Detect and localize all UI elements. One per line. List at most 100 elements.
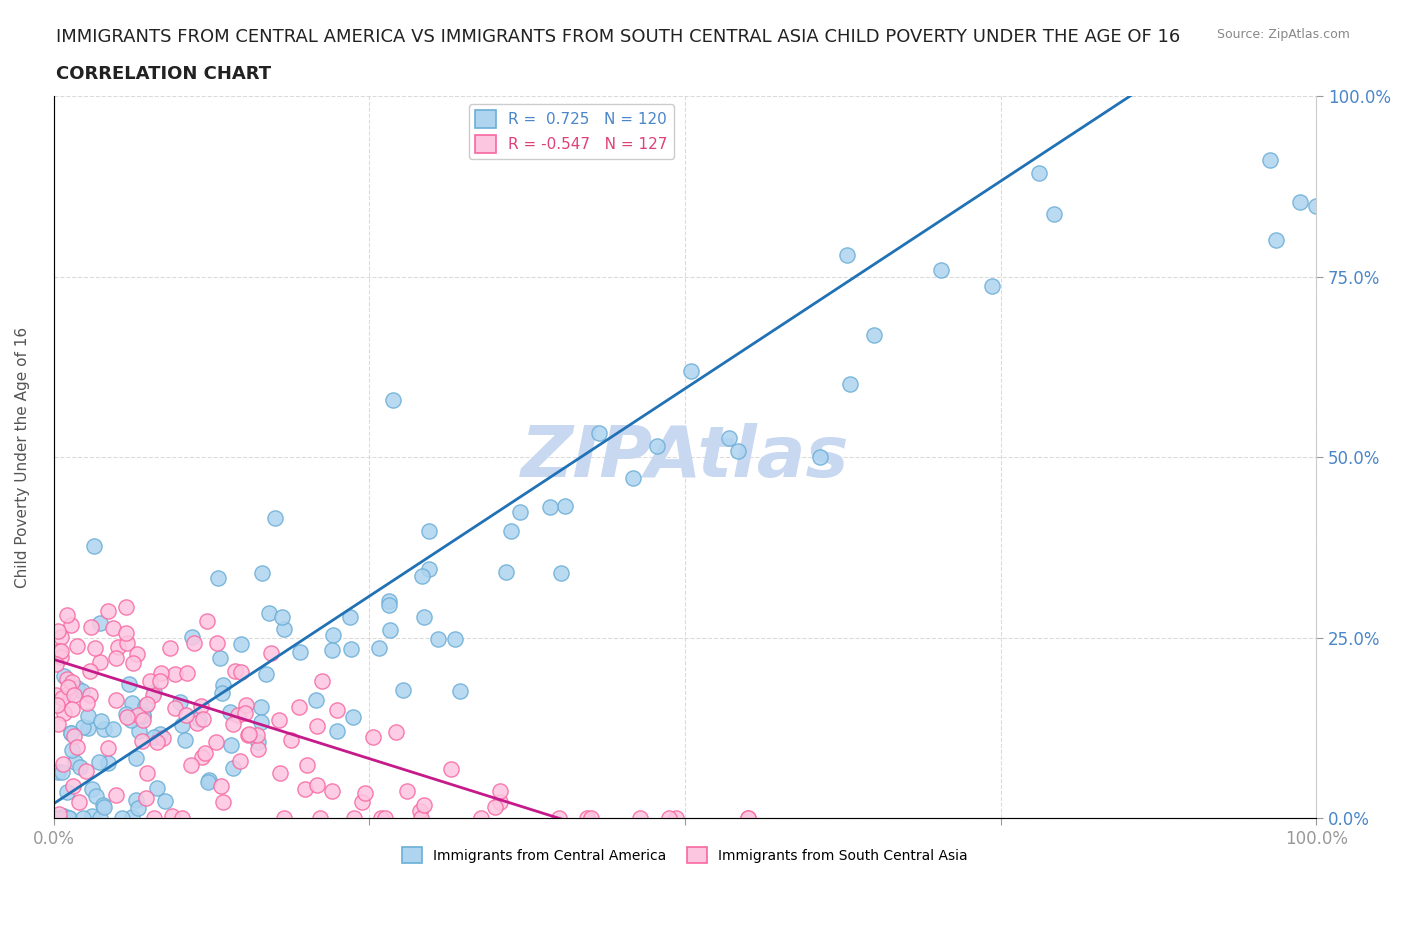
Point <box>162 809 184 824</box>
Point <box>48 717 70 732</box>
Point <box>197 774 219 789</box>
Point <box>115 600 138 615</box>
Point <box>111 811 134 826</box>
Point <box>44 811 66 826</box>
Point <box>187 711 209 726</box>
Point <box>499 524 522 538</box>
Point <box>470 811 492 826</box>
Point <box>79 619 101 634</box>
Point <box>222 761 245 776</box>
Text: CORRELATION CHART: CORRELATION CHART <box>56 65 271 83</box>
Point <box>270 609 292 624</box>
Point <box>165 700 187 715</box>
Point <box>117 635 139 650</box>
Point <box>252 565 274 580</box>
Point <box>273 811 295 826</box>
Point <box>48 644 70 658</box>
Point <box>1028 166 1050 180</box>
Point <box>440 762 463 777</box>
Point <box>411 568 433 583</box>
Point <box>93 800 115 815</box>
Point <box>295 758 318 773</box>
Legend: Immigrants from Central America, Immigrants from South Central Asia: Immigrants from Central America, Immigra… <box>396 842 973 869</box>
Point <box>83 640 105 655</box>
Y-axis label: Child Poverty Under the Age of 16: Child Poverty Under the Age of 16 <box>15 326 30 588</box>
Point <box>45 687 67 702</box>
Point <box>737 811 759 826</box>
Point <box>980 278 1002 293</box>
Point <box>250 699 273 714</box>
Point <box>67 794 90 809</box>
Point <box>576 811 599 826</box>
Point <box>90 714 112 729</box>
Point <box>418 524 440 538</box>
Point <box>62 778 84 793</box>
Point <box>409 804 432 818</box>
Point <box>66 639 89 654</box>
Point <box>269 765 291 780</box>
Point <box>340 642 363 657</box>
Point <box>76 721 98 736</box>
Point <box>59 618 82 632</box>
Point <box>127 800 149 815</box>
Point <box>186 715 208 730</box>
Point <box>1258 153 1281 167</box>
Point <box>294 782 316 797</box>
Point <box>273 622 295 637</box>
Point <box>101 722 124 737</box>
Point <box>645 438 668 453</box>
Point <box>1305 198 1327 213</box>
Point <box>114 707 136 722</box>
Point <box>150 666 173 681</box>
Point <box>51 644 73 658</box>
Point <box>354 786 377 801</box>
Point <box>139 673 162 688</box>
Point <box>588 426 610 441</box>
Point <box>554 498 576 513</box>
Point <box>218 705 240 720</box>
Point <box>233 706 256 721</box>
Point <box>1043 206 1066 221</box>
Point <box>146 781 169 796</box>
Point <box>305 719 328 734</box>
Point <box>134 698 156 713</box>
Point <box>58 686 80 701</box>
Point <box>378 593 401 608</box>
Point <box>155 793 177 808</box>
Point <box>105 692 128 707</box>
Point <box>79 663 101 678</box>
Point <box>82 782 104 797</box>
Point <box>628 811 651 826</box>
Point <box>135 697 157 711</box>
Point <box>125 751 148 765</box>
Point <box>77 709 100 724</box>
Point <box>53 809 76 824</box>
Point <box>60 701 83 716</box>
Point <box>125 646 148 661</box>
Point <box>238 727 260 742</box>
Point <box>89 655 111 670</box>
Point <box>66 681 89 696</box>
Point <box>1289 194 1312 209</box>
Point <box>249 714 271 729</box>
Point <box>207 571 229 586</box>
Point <box>737 811 759 826</box>
Point <box>152 730 174 745</box>
Point <box>93 722 115 737</box>
Point <box>367 641 389 656</box>
Point <box>718 431 741 445</box>
Point <box>321 643 343 658</box>
Point <box>135 790 157 805</box>
Point <box>190 698 212 713</box>
Point <box>105 788 128 803</box>
Point <box>72 811 94 826</box>
Point <box>180 758 202 773</box>
Point <box>211 685 233 700</box>
Point <box>115 625 138 640</box>
Point <box>51 690 73 705</box>
Point <box>361 729 384 744</box>
Point <box>191 712 214 727</box>
Point <box>63 687 86 702</box>
Point <box>115 710 138 724</box>
Point <box>257 605 280 620</box>
